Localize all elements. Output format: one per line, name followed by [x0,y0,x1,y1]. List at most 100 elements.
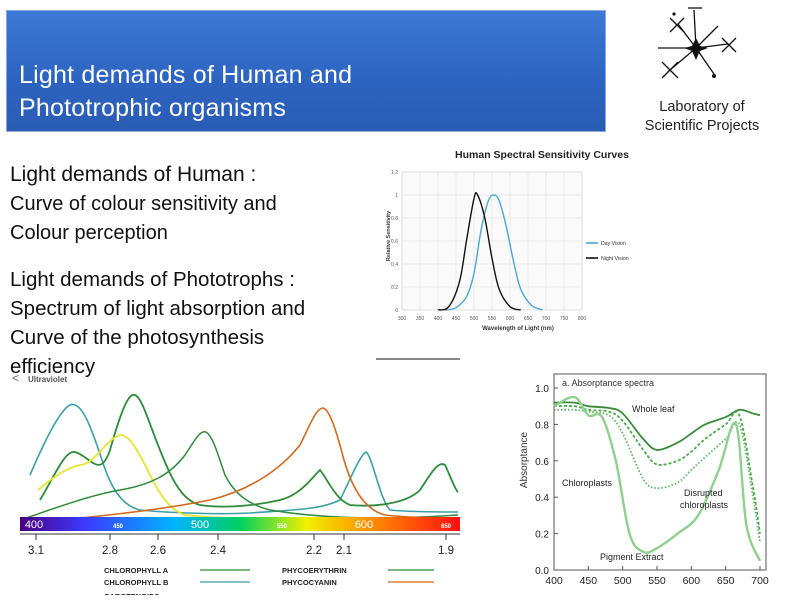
chart1-y-tick-label: 0.4 [391,262,398,268]
chart3-axes: a. Absorptance spectra [553,373,767,571]
chart2-ev-tick-label: 2.4 [210,545,227,557]
photo-desc-line3: efficiency [10,355,96,378]
human-sensitivity-svg: Human Spectral Sensitivity Curves Relati… [386,149,629,332]
chart1-x-tick-label: 400 [434,316,443,322]
chart3-y-tick-label: 0.0 [535,566,549,577]
chart1-title: Human Spectral Sensitivity Curves [455,149,629,161]
chart1-x-tick-label: 300 [398,316,407,322]
chart1-x-tick-label: 800 [578,316,587,322]
chart1-series-line-night-vision [437,192,522,311]
chart3-y-tick-label: 0.2 [535,530,549,541]
chart1-y-tick-label: 1 [395,193,398,199]
chart3-annotation-label: Pigment Extract [600,552,664,562]
chart3-x-ticks: 400 450 500 550 600 650 700 [545,566,769,587]
chart2-title: Ultraviolet [28,375,67,384]
lab-caption: Laboratory of Scientific Projects [622,98,782,136]
chart1-x-tick-label: 600 [506,316,515,322]
photo-desc-line2: Curve of the photosynthesis [10,326,265,349]
chart1-x-tick-label: 500 [470,316,479,322]
absorptance-svg: Absorptance a. Absorptance spectra 0.00.… [519,373,769,587]
chart2-ev-tick-label: 1.9 [438,545,454,557]
curve-carotenoids [37,434,271,519]
chart3-x-tick-label: 650 [717,575,735,587]
chart2-ev-ticks: 3.1 2.8 2.6 2.4 2.2 2.1 1.9 [28,534,454,557]
chart1-legend-label: Day Vision [601,241,626,247]
chart3-x-tick-label: 500 [614,575,632,587]
chart2-ev-tick-label: 3.1 [28,545,44,557]
chart3-series-line [553,395,762,562]
pigment-absorption-svg: < Ultraviolet 400 450 500 550 600 650 3.1 2.8 2… [12,371,460,600]
chart2-nm-tick-label: 650 [441,524,452,530]
chart1-legend-label: Night Vision [601,256,629,262]
lab-logo-icon [658,7,737,79]
chart3-y-tick-label: 0.4 [535,493,549,504]
photo-heading: Light demands of Phototrophs : [10,268,295,291]
human-heading: Light demands of Human : [10,163,257,186]
chart3-series-line [553,405,761,534]
slide-title: Light demands of Human and Phototrophic … [19,59,352,125]
chart2-header: < Ultraviolet [12,371,67,385]
chart1-series-line-day-vision [445,194,543,311]
curve-phycocyanin [29,407,459,523]
lab-name-line2: Scientific Projects [644,118,760,134]
chart3-lines [553,395,762,562]
chart3-y-tick-label: 0.8 [535,420,549,431]
chart2-ev-tick-label: 2.1 [336,545,352,557]
chart3-y-tick-label: 0.6 [535,457,549,468]
chart1-legend: Day Vision Night Vision [586,241,629,262]
chart1-y-tick-label: 0.6 [391,239,398,245]
chart1-ylabel: Relative Sensitivity [386,210,392,261]
photo-desc-line1: Spectrum of light absorption and [10,297,306,320]
human-description: Curve of colour sensitivity and Colour p… [10,190,277,248]
chart3-annotations: Whole leaf Chloroplasts Disrupted chloropla… [562,404,729,562]
chart3-x-tick-label: 700 [751,575,769,587]
title-bar: Light demands of Human and Phototrophic … [6,10,606,132]
pigment-absorption-chart: < Ultraviolet 400 450 500 550 600 650 3.1 2.8 2… [10,360,460,600]
chart1-y-tick-label: 0 [395,308,398,314]
chart1-x-tick-label: 550 [488,316,497,322]
human-desc-line2: Colour perception [10,222,168,244]
chart2-nm-tick-label: 600 [355,519,373,531]
chart2-legend-label: PHYCOERYTHRIN [282,566,347,575]
chart3-y-ticks: 0.0 0.2 0.4 0.6 0.8 1.0 [535,384,558,577]
chart3-annotation-label: Whole leaf [632,404,675,414]
chart1-x-tick-label: 750 [560,316,569,322]
chart3-x-tick-label: 450 [580,575,598,587]
slide-title-line2: Phototrophic organisms [19,94,287,122]
chart2-ev-tick-label: 2.2 [306,545,322,557]
chart1-y-tick-label: 0.8 [391,216,398,222]
absorptance-chart: Absorptance a. Absorptance spectra 0.0 0.… [510,360,794,595]
chart3-x-tick-label: 400 [545,575,563,587]
chart3-annotation-label: Chloroplasts [562,478,613,488]
chart2-ev-tick-label: 2.8 [102,545,118,557]
chart3-y-tick-label: 1.0 [535,384,549,395]
chart1-x-tick-label: 650 [524,316,533,322]
chart1-x-tick-label: 350 [416,316,425,322]
chart1-x-tick-label: 700 [542,316,551,322]
chart3-annotation-label: Disrupted [684,488,723,498]
chart2-nm-tick-label: 450 [113,524,124,530]
chart2-legend-label: CHLOROPHYLL A [104,566,169,575]
chart3-ylabel: Absorptance [519,431,530,488]
chart3-frame [553,373,767,571]
curve-chlorophyll-a [39,394,459,508]
chart2-nm-tick-label: 550 [277,524,288,530]
chart3-x-tick-label: 550 [648,575,666,587]
lab-name-line1: Laboratory of [659,99,745,115]
phototroph-text: Light demands of Phototrophs : Spectrum … [10,265,305,381]
spectrum-band [20,517,460,531]
chart3-title: a. Absorptance spectra [562,378,654,388]
chart1-x-tick-label: 450 [452,316,461,322]
chart3-series-line [553,408,761,543]
chart1-x-ticks: 300 350 400 450 500 550 600 650 700 750 800 [398,316,587,322]
chart1-grid [401,171,583,311]
chart2-legend-label: CHLOROPHYLL B [104,578,169,587]
chart2-legend-label: PHYCOCYANIN [282,578,337,587]
chart1-xlabel: Wavelength of Light (nm) [482,326,554,332]
chart2-nm-ticks: 400 450 500 550 600 650 [25,519,452,531]
arrow-left-icon: < [12,371,19,385]
chart1-lines [437,192,543,311]
chart1-y-ticks: 0 0.2 0.4 0.6 0.8 1 1.2 [391,170,398,314]
slide-title-line1: Light demands of Human and [19,61,353,89]
